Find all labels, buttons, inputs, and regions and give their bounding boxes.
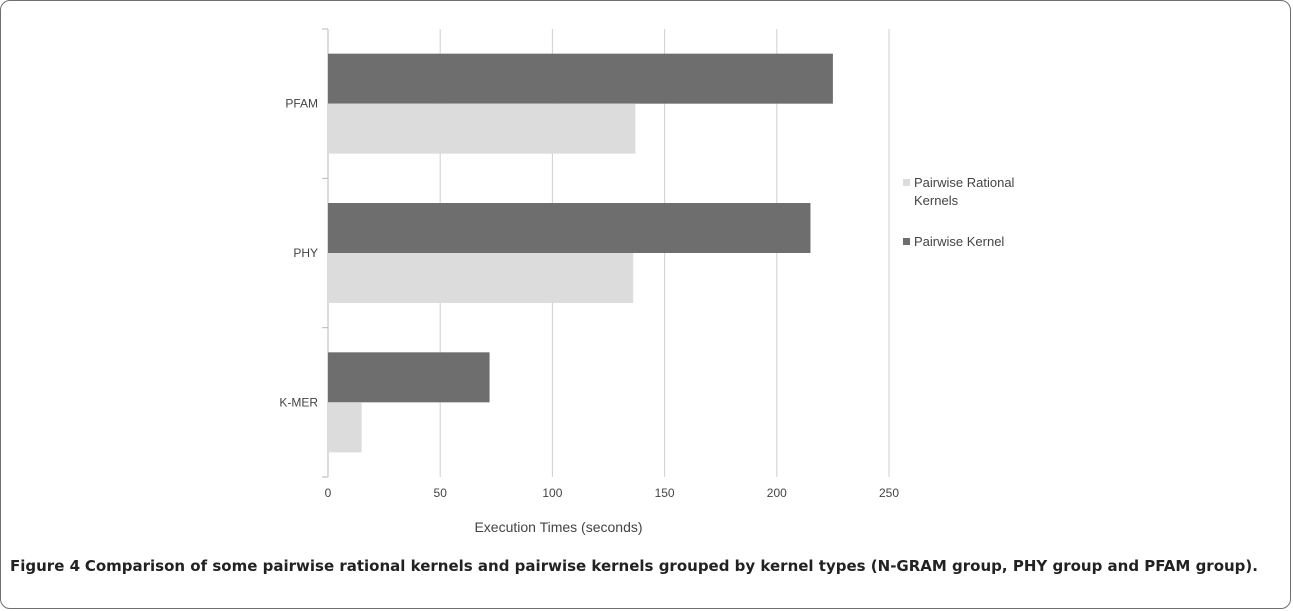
bar-chart: PFAM PHY K-MER 0 50 100 150 200 250 Execution Tim… (279, 28, 1015, 535)
legend-label: Pairwise Rational (914, 175, 1015, 190)
category-label: PHY (293, 246, 318, 260)
bar-pairwise-kernel-k-mer (328, 352, 490, 403)
category-label: K-MER (279, 395, 318, 409)
x-tick-label: 100 (542, 486, 562, 500)
bar-pairwise-kernel-phy (328, 203, 811, 253)
x-axis-title: Execution Times (seconds) (474, 519, 642, 535)
figure-caption-text: Comparison of some pairwise rational ker… (84, 557, 1258, 575)
x-tick-label: 150 (655, 486, 675, 500)
x-tick-label: 0 (325, 486, 332, 500)
x-tick-label: 250 (879, 486, 899, 500)
bar-pairwise-kernel-pfam (328, 53, 833, 104)
figure-caption: Figure 4 Comparison of some pairwise rat… (10, 555, 1278, 577)
legend-swatch (903, 179, 910, 186)
legend-swatch (903, 238, 910, 245)
figure-label: Figure 4 (10, 557, 81, 575)
legend-label: Pairwise Kernel (914, 234, 1004, 249)
bar-pairwise-rational-kernels-k-mer (328, 402, 362, 453)
legend-label: Kernels (914, 193, 959, 208)
category-label: PFAM (285, 97, 318, 111)
bar-pairwise-rational-kernels-phy (328, 253, 634, 303)
bar-pairwise-rational-kernels-pfam (328, 103, 636, 154)
x-tick-label: 200 (767, 486, 787, 500)
x-tick-label: 50 (434, 486, 448, 500)
